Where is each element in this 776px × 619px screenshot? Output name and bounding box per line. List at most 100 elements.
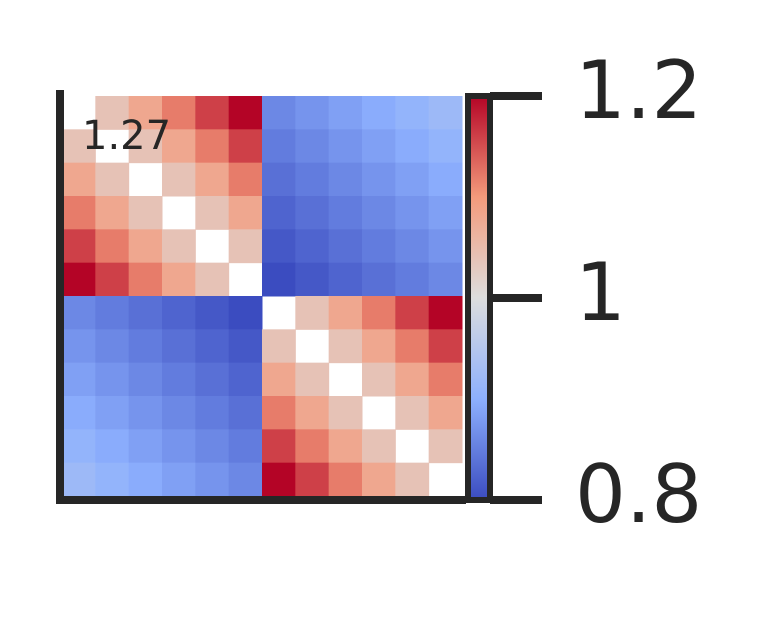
heatmap-cell xyxy=(362,329,396,364)
heatmap-cell xyxy=(295,196,330,230)
heatmap-cell xyxy=(395,296,430,330)
heatmap-cell xyxy=(328,296,363,330)
heatmap-cell xyxy=(162,362,196,397)
heatmap-cell xyxy=(195,262,230,297)
heatmap-cell xyxy=(295,362,330,397)
heatmap-cell xyxy=(228,162,263,197)
heatmap-cell xyxy=(195,462,230,497)
heatmap-cell xyxy=(262,196,296,230)
heatmap-cell xyxy=(228,362,263,397)
heatmap-cell xyxy=(162,296,196,330)
heatmap-cell xyxy=(295,396,330,430)
heatmap-cell xyxy=(262,96,296,130)
heatmap-cell xyxy=(362,362,396,397)
heatmap-cell xyxy=(62,462,96,497)
heatmap-cell xyxy=(262,129,296,164)
heatmap-cell xyxy=(195,296,230,330)
heatmap-cell xyxy=(362,162,396,197)
heatmap-cell xyxy=(428,296,463,330)
heatmap-cell xyxy=(228,129,263,164)
heatmap-cell xyxy=(62,429,96,464)
heatmap-cell xyxy=(195,329,230,364)
heatmap-cell xyxy=(62,162,96,197)
heatmap-cell xyxy=(128,262,163,297)
heatmap-cell xyxy=(95,196,130,230)
heatmap-cell xyxy=(195,196,230,230)
heatmap-cell xyxy=(128,296,163,330)
colorbar-tick-label: 1.2 xyxy=(575,44,702,137)
heatmap-cell xyxy=(428,196,463,230)
heatmap-cell xyxy=(95,296,130,330)
heatmap-cell xyxy=(262,429,296,464)
heatmap-cell xyxy=(128,129,163,164)
heatmap-cell xyxy=(328,462,363,497)
heatmap-cell xyxy=(428,262,463,297)
heatmap-cell xyxy=(162,162,196,197)
heatmap-cell xyxy=(395,362,430,397)
heatmap-cell xyxy=(228,229,263,264)
heatmap-cell xyxy=(295,162,330,197)
heatmap-cell xyxy=(95,429,130,464)
heatmap-cell xyxy=(162,229,196,264)
heatmap-cell xyxy=(328,162,363,197)
heatmap-cell xyxy=(95,262,130,297)
heatmap-cell xyxy=(428,362,463,397)
heatmap-cell xyxy=(162,462,196,497)
heatmap-cell xyxy=(162,129,196,164)
heatmap-cell xyxy=(195,96,230,130)
heatmap-cell xyxy=(162,429,196,464)
heatmap-cell xyxy=(262,329,296,364)
heatmap-cell xyxy=(95,162,130,197)
heatmap-cell xyxy=(62,329,96,364)
heatmap-cell xyxy=(228,429,263,464)
heatmap-cell xyxy=(128,329,163,364)
heatmap-cell xyxy=(362,462,396,497)
heatmap-cell xyxy=(162,262,196,297)
heatmap-cell xyxy=(295,229,330,264)
heatmap-cell xyxy=(362,296,396,330)
heatmap-cell xyxy=(95,96,130,130)
heatmap-cell xyxy=(262,362,296,397)
heatmap-cell xyxy=(295,429,330,464)
heatmap-cell xyxy=(428,429,463,464)
heatmap-cell xyxy=(262,462,296,497)
heatmap-cell xyxy=(228,329,263,364)
heatmap-cell xyxy=(362,429,396,464)
heatmap-cell xyxy=(295,96,330,130)
colorbar xyxy=(465,93,493,503)
heatmap-cell xyxy=(195,129,230,164)
heatmap-cell xyxy=(395,162,430,197)
heatmap-cell xyxy=(328,229,363,264)
heatmap-cell xyxy=(95,329,130,364)
heatmap-cell xyxy=(328,96,363,130)
heatmap-cell xyxy=(228,296,263,330)
heatmap-cell xyxy=(62,229,96,264)
heatmap-cell xyxy=(162,396,196,430)
heatmap-cell xyxy=(162,96,196,130)
heatmap-cell xyxy=(62,196,96,230)
heatmap-cell xyxy=(128,362,163,397)
heatmap-cell xyxy=(428,162,463,197)
heatmap-cell xyxy=(95,462,130,497)
heatmap-cell xyxy=(395,129,430,164)
heatmap-cell xyxy=(128,429,163,464)
heatmap-cell xyxy=(228,462,263,497)
heatmap-cell xyxy=(262,229,296,264)
heatmap-cell xyxy=(262,262,296,297)
heatmap-cell xyxy=(128,229,163,264)
heatmap-cell xyxy=(195,429,230,464)
heatmap-cell xyxy=(328,196,363,230)
heatmap-cell xyxy=(362,129,396,164)
heatmap-cell xyxy=(328,396,363,430)
heatmap-cell xyxy=(62,296,96,330)
heatmap-cell xyxy=(62,129,96,164)
heatmap-cell xyxy=(95,229,130,264)
heatmap-cell xyxy=(62,262,96,297)
heatmap-cell xyxy=(228,96,263,130)
heatmap-cell xyxy=(328,329,363,364)
heatmap-cell xyxy=(428,96,463,130)
heatmap-cell xyxy=(328,262,363,297)
heatmap-cell xyxy=(195,396,230,430)
heatmap-cell xyxy=(428,329,463,364)
heatmap-cell xyxy=(395,196,430,230)
